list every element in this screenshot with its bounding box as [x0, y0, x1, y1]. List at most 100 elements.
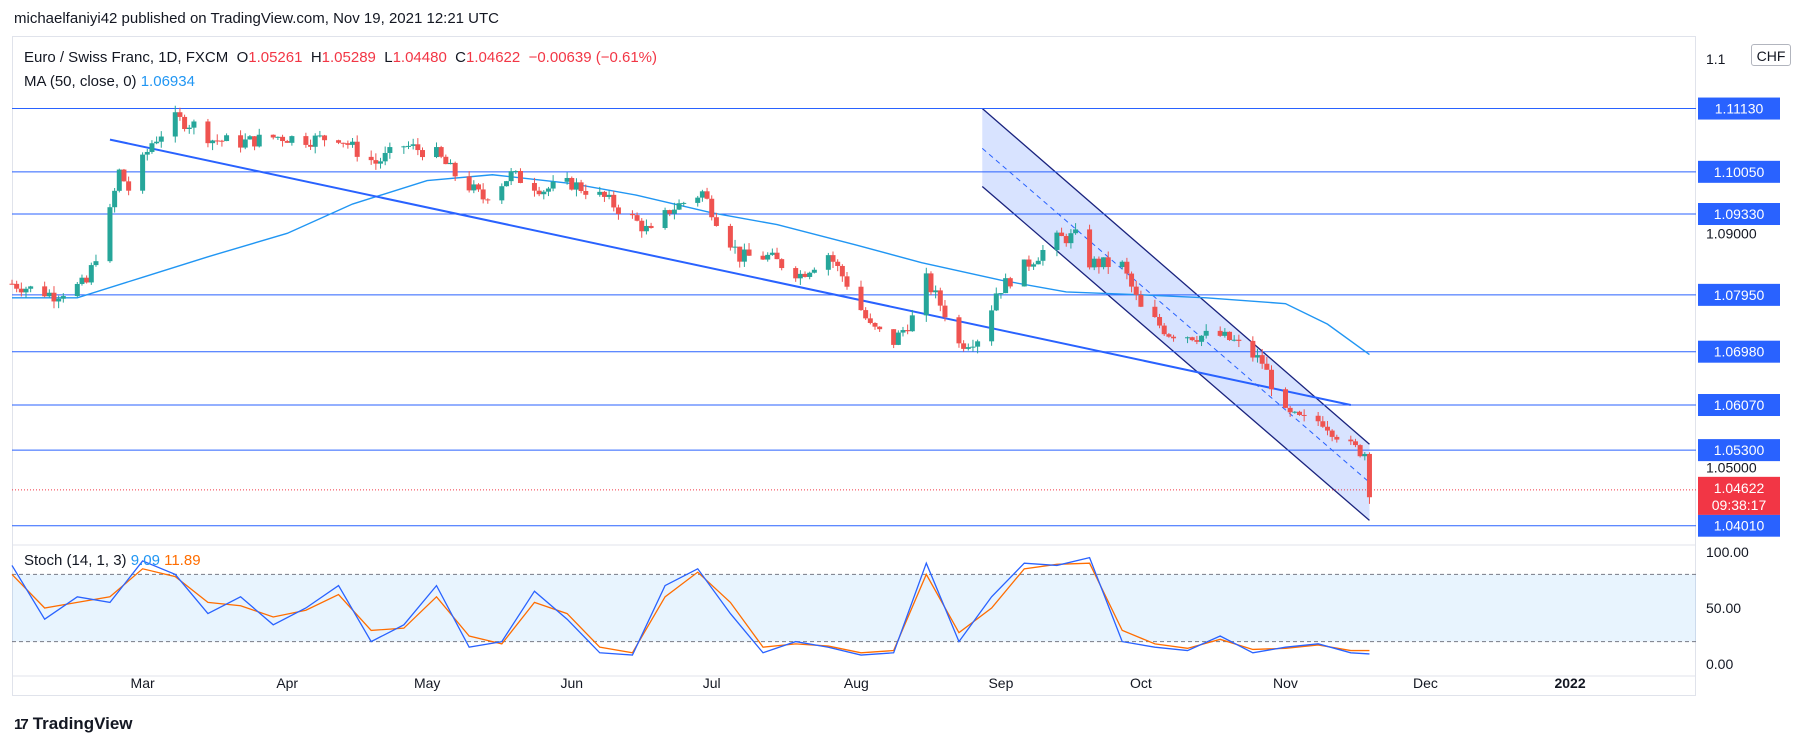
candle-body — [485, 199, 491, 201]
legend-l-label: L — [384, 49, 393, 66]
stoch-label: Stoch (14, 1, 3) — [24, 552, 127, 569]
candle-body — [191, 121, 197, 128]
candle-body — [256, 134, 262, 147]
candle-body — [765, 254, 771, 260]
candle-body — [909, 315, 915, 332]
candle-body — [573, 182, 579, 190]
candle-body — [1138, 294, 1144, 307]
candle-body — [373, 160, 379, 164]
candle-body — [350, 141, 356, 145]
candle-body — [611, 194, 617, 208]
candle-body — [275, 136, 281, 138]
candle-body — [1227, 331, 1233, 341]
candle-body — [1101, 257, 1107, 268]
candle-body — [247, 136, 253, 140]
candle-body — [14, 283, 20, 289]
candle-body — [1250, 340, 1256, 358]
candle-body — [1315, 415, 1321, 422]
currency-button[interactable]: CHF — [1751, 44, 1791, 66]
level-label: 1.09330 — [1714, 206, 1765, 222]
time-tick-label: Jun — [560, 675, 583, 691]
candle-body — [1334, 436, 1340, 440]
candle-body — [1287, 407, 1293, 413]
candle-body — [695, 197, 701, 203]
level-label-box — [1698, 283, 1780, 306]
grid-layer — [12, 544, 1696, 677]
candle-body — [536, 190, 542, 195]
candle-body — [713, 217, 719, 226]
candle-body — [107, 207, 113, 262]
candle-body — [564, 177, 570, 182]
candle-body — [93, 261, 99, 266]
candle-body — [1357, 445, 1363, 457]
candle-body — [1133, 286, 1139, 295]
candle-body — [648, 225, 654, 229]
candle-body — [503, 181, 509, 187]
candle-body — [1091, 258, 1097, 268]
candles-layer — [9, 105, 1372, 504]
candle-body — [769, 252, 775, 255]
candle-body — [872, 322, 878, 327]
candle-body — [1329, 430, 1335, 437]
legend-symbol: Euro / Swiss Franc, 1D, FXCM — [24, 49, 229, 66]
candle-body — [9, 283, 15, 285]
chart-frame — [12, 36, 1696, 696]
candle-body — [1194, 340, 1200, 342]
candle-body — [270, 134, 276, 138]
candle-body — [746, 249, 752, 256]
candle-body — [1366, 453, 1372, 498]
candle-body — [144, 151, 150, 155]
candle-body — [79, 277, 85, 284]
candle-body — [1301, 414, 1307, 416]
candle-body — [965, 347, 971, 349]
legend-ma-label: MA (50, close, 0) — [24, 73, 137, 90]
candle-body — [438, 147, 444, 157]
candle-body — [1105, 257, 1111, 268]
candle-body — [550, 181, 556, 189]
time-tick-label: Aug — [844, 675, 869, 691]
candle-body — [709, 198, 715, 218]
candle-body — [807, 272, 813, 277]
legend-open: 1.05261 — [248, 49, 303, 66]
stochastic-layer — [11, 556, 1696, 656]
candle-body — [60, 296, 66, 299]
candle-body — [839, 265, 845, 277]
candle-body — [779, 259, 785, 269]
time-tick-label: 2022 — [1554, 675, 1585, 691]
candle-body — [676, 203, 682, 210]
candle-body — [452, 162, 458, 177]
candle-body — [1324, 426, 1330, 431]
candle-body — [88, 265, 94, 283]
tradingview-brand[interactable]: 17 TradingView — [14, 714, 133, 734]
candle-body — [1026, 259, 1032, 267]
legend-high: 1.05289 — [321, 49, 376, 66]
stoch-d-value: 11.89 — [164, 552, 201, 569]
candle-body — [858, 286, 864, 311]
stoch-legend: Stoch (14, 1, 3) 9.09 11.89 — [24, 552, 201, 569]
candle-body — [671, 209, 677, 214]
candle-body — [569, 177, 575, 190]
candle-body — [956, 317, 962, 344]
legend-h-label: H — [310, 49, 322, 66]
candle-body — [317, 135, 323, 137]
level-label-box — [1698, 439, 1780, 462]
candle-body — [760, 255, 766, 260]
candle-body — [797, 273, 803, 279]
stoch-k-value: 9.09 — [130, 552, 160, 569]
candle-body — [214, 140, 220, 142]
candle-body — [517, 170, 523, 183]
candle-body — [382, 152, 388, 162]
candle-body — [634, 215, 640, 221]
candle-body — [112, 190, 118, 208]
candle-body — [56, 298, 62, 302]
candle-body — [289, 136, 295, 143]
candle-body — [172, 112, 178, 137]
candle-body — [1157, 317, 1163, 326]
current-price-box — [1698, 476, 1780, 515]
candle-body — [28, 286, 34, 289]
candle-body — [811, 269, 817, 273]
candle-body — [23, 288, 29, 293]
candle-body — [1063, 236, 1069, 244]
candle-body — [583, 191, 589, 195]
